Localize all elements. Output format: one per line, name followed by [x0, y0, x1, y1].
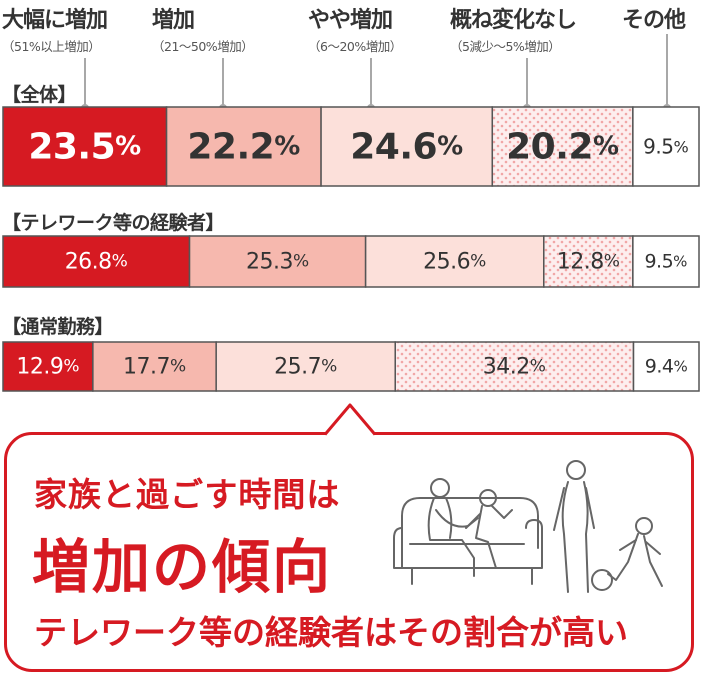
- category-name: その他: [622, 8, 686, 33]
- category-sub: （6〜20%増加）: [308, 39, 402, 54]
- data-label: 26.8%: [65, 249, 128, 274]
- bar-segment: [2, 235, 191, 288]
- bar-segment: [491, 106, 634, 187]
- data-label: 34.2%: [483, 354, 546, 379]
- data-label: 22.2%: [187, 126, 300, 167]
- bar-segment: [188, 235, 367, 288]
- category-label-0: 大幅に増加 （51%以上増加）: [2, 2, 108, 55]
- category-name: 増加: [152, 8, 195, 33]
- data-label: 25.3%: [246, 249, 309, 274]
- bar-segment: [632, 341, 700, 392]
- data-label: 25.7%: [274, 354, 337, 379]
- category-name: やや増加: [308, 8, 393, 33]
- bar-segment: [364, 235, 545, 288]
- family-figures-icon: [393, 460, 663, 593]
- category-label-2: やや増加 （6〜20%増加）: [308, 2, 402, 55]
- callout-headline-2: 増加の傾向: [32, 533, 333, 601]
- category-sub: （51%以上増加）: [2, 39, 101, 54]
- data-label: 24.6%: [350, 126, 463, 167]
- data-label: 17.7%: [123, 354, 186, 379]
- bar-segment: [320, 106, 494, 187]
- data-label: 9.4%: [645, 356, 688, 378]
- data-label: 20.2%: [506, 126, 619, 167]
- group-label-all: 【全体】: [2, 84, 77, 106]
- bar-segment: [92, 341, 217, 392]
- bar-segment: [215, 341, 396, 392]
- category-name: 大幅に増加: [2, 8, 108, 33]
- stacked-bar-chart: 23.5% 22.2% 24.6% 20.2% 9.5% 26.8% 25.3% 25.6% 1…: [2, 106, 700, 392]
- category-label-1: 増加 （21〜50%増加）: [152, 2, 254, 55]
- bar-segment: [632, 235, 700, 288]
- data-label: 9.5%: [644, 251, 687, 273]
- category-name: 概ね変化なし: [450, 8, 577, 33]
- bar-segment: [632, 106, 700, 187]
- data-label: 12.9%: [16, 354, 79, 379]
- data-label: 23.5%: [28, 126, 141, 167]
- category-sub: （5減少〜5%増加）: [450, 39, 561, 54]
- callout-headline-1: 家族と過ごす時間は: [34, 475, 341, 514]
- data-label: 12.8%: [557, 249, 620, 274]
- callout-headline-3: テレワーク等の経験者はその割合が高い: [34, 613, 628, 652]
- group-label-normal: 【通常勤務】: [2, 316, 114, 338]
- group-label-telework: 【テレワーク等の経験者】: [2, 212, 225, 234]
- data-label: 9.5%: [643, 135, 689, 159]
- category-label-3: 概ね変化なし （5減少〜5%増加）: [450, 2, 577, 55]
- category-sub: （21〜50%増加）: [152, 39, 254, 54]
- bar-segment: [394, 341, 635, 392]
- data-label: 25.6%: [423, 249, 486, 274]
- category-label-4: その他: [622, 2, 686, 34]
